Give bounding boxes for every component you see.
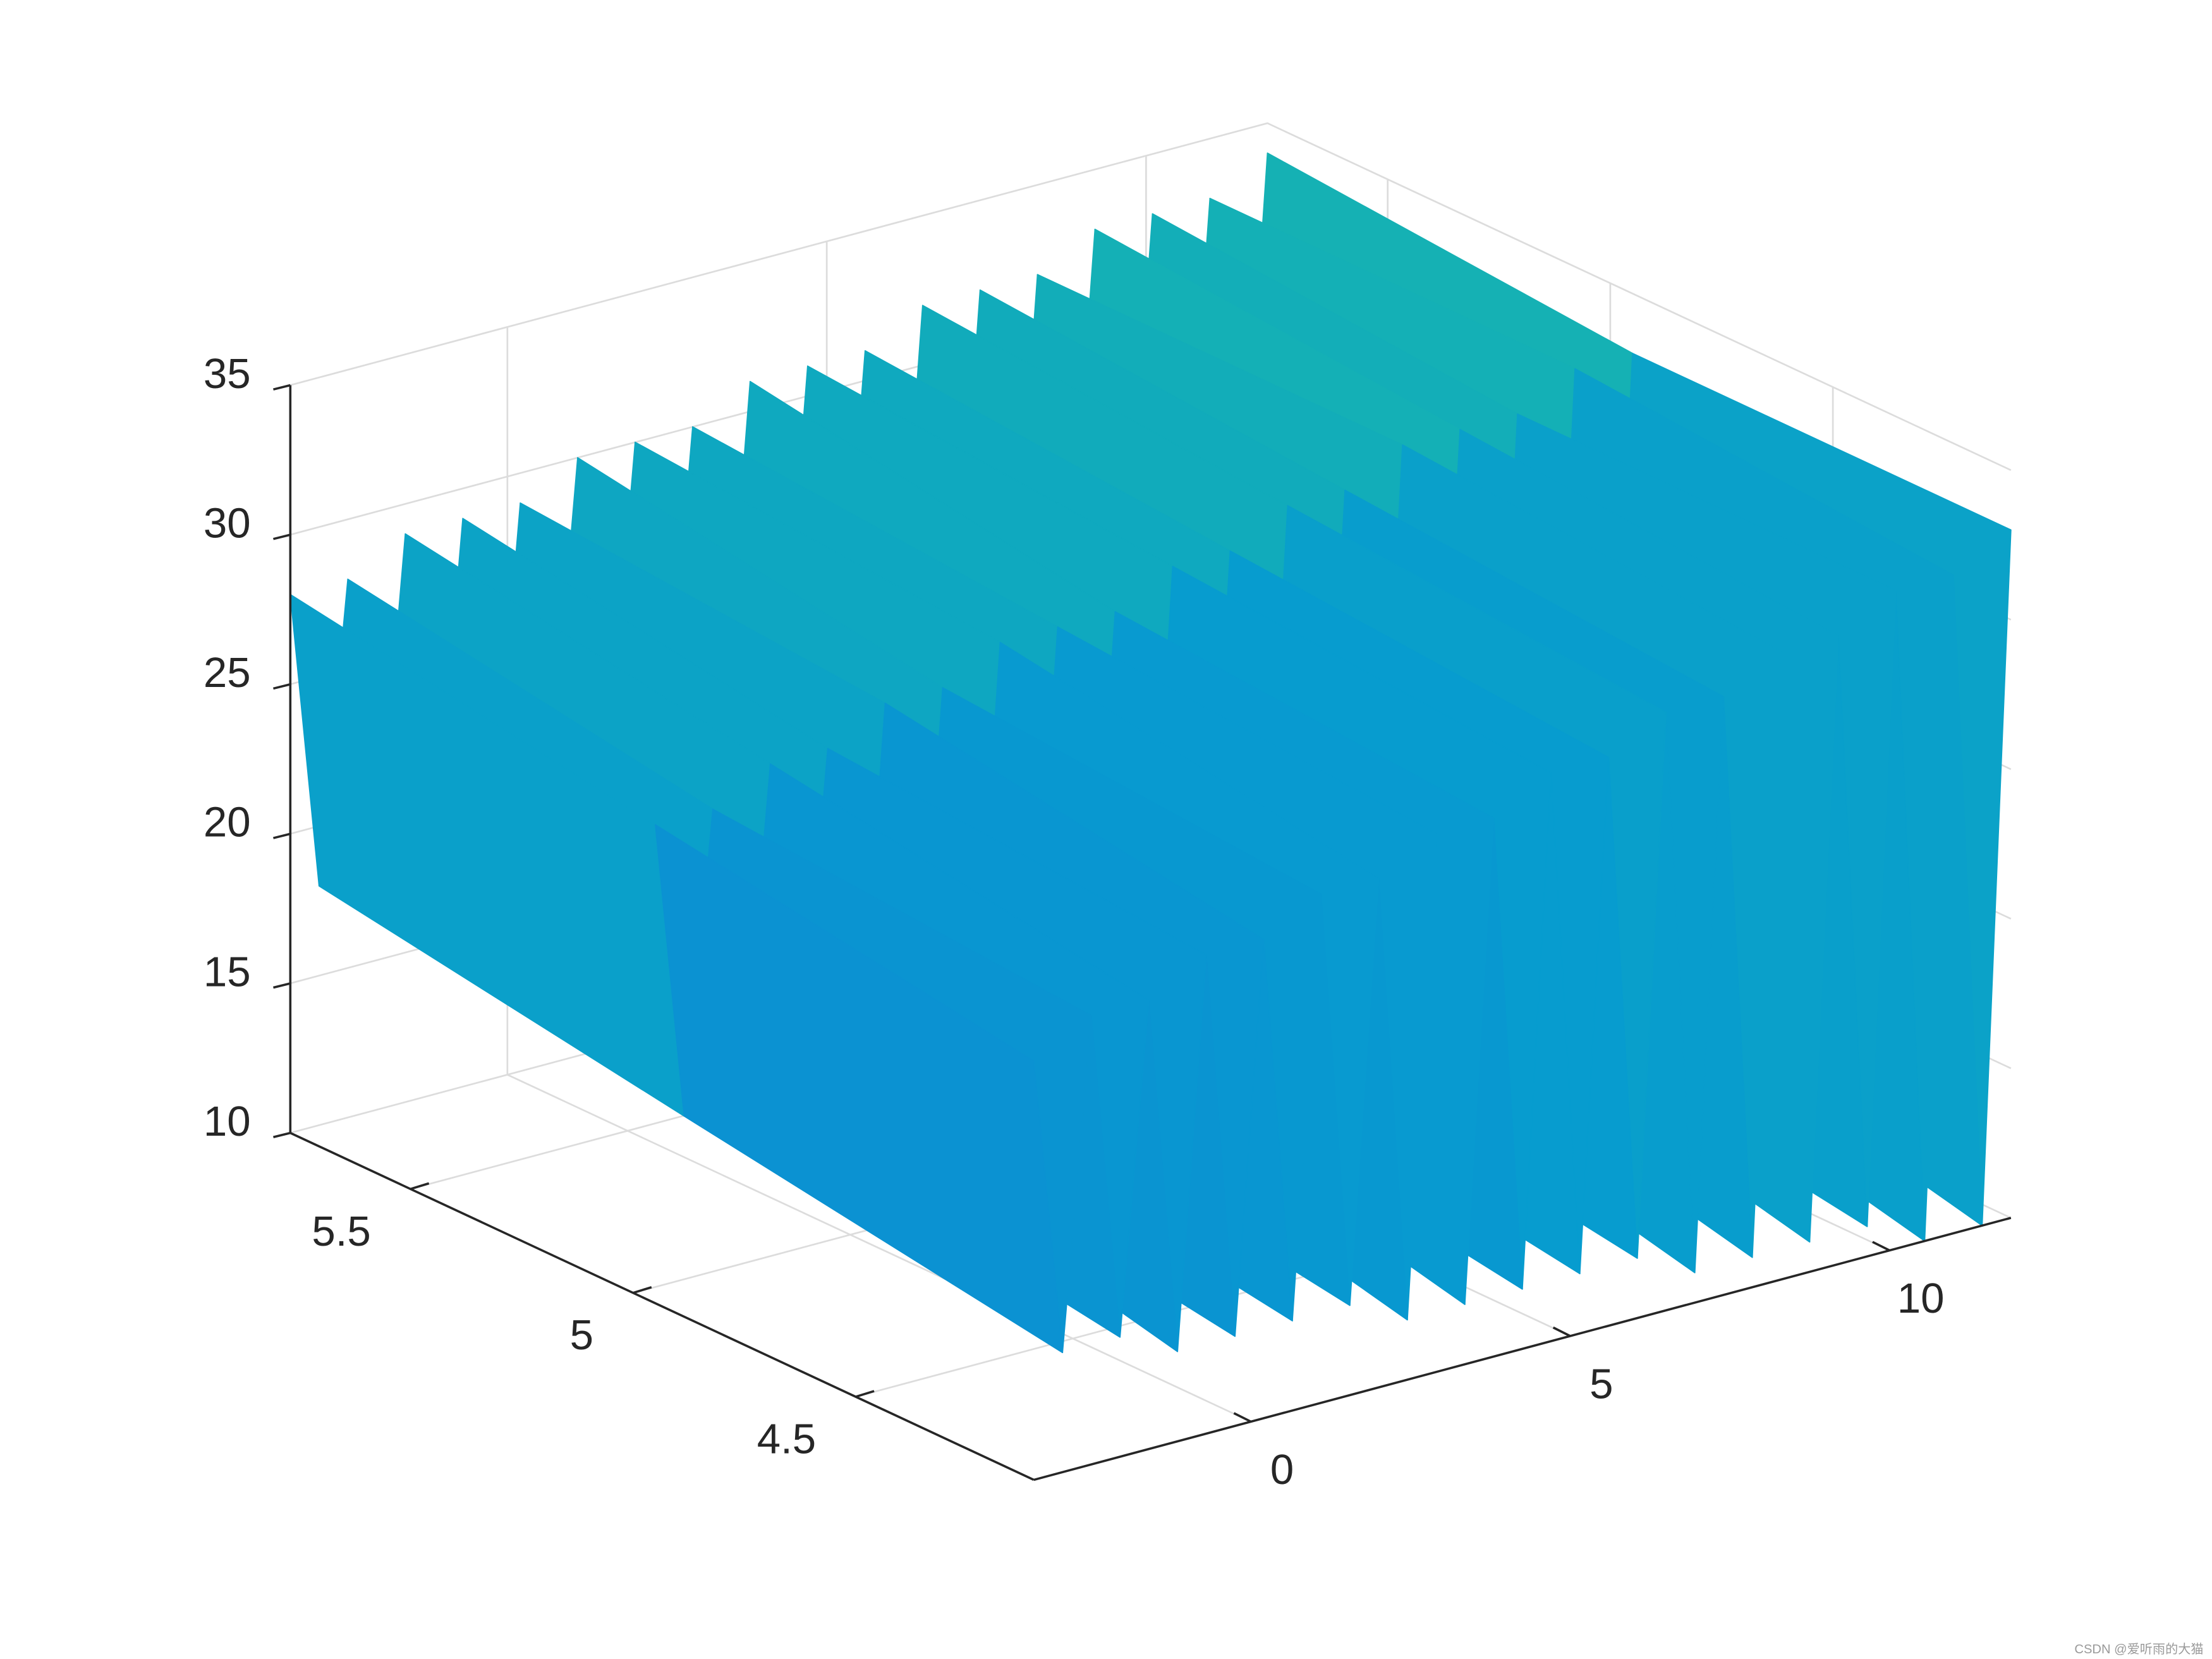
z-tick bbox=[273, 982, 291, 989]
z-tick-label: 15 bbox=[204, 948, 251, 995]
z-tick-label: 20 bbox=[204, 799, 251, 846]
axes: 10 15 20 25 30 35 4.5 5 5.5 0 5 10 bbox=[204, 350, 2012, 1493]
z-tick-label: 30 bbox=[204, 499, 251, 547]
z-tick bbox=[273, 683, 291, 690]
y-tick bbox=[410, 1182, 430, 1191]
z-tick bbox=[273, 533, 291, 540]
y-tick bbox=[633, 1286, 652, 1294]
y-tick-label: 5.5 bbox=[312, 1208, 370, 1255]
y-tick-label: 4.5 bbox=[757, 1416, 816, 1463]
x-tick-label: 10 bbox=[1897, 1275, 1945, 1322]
x-tick-label: 5 bbox=[1589, 1360, 1613, 1407]
y-axis bbox=[289, 1131, 1035, 1481]
z-tick bbox=[273, 832, 291, 839]
z-tick-label: 25 bbox=[204, 649, 251, 696]
z-tick bbox=[273, 384, 291, 391]
x-axis bbox=[1033, 1217, 2012, 1481]
watermark: CSDN @爱听雨的大猫 bbox=[2074, 1642, 2203, 1656]
z-tick-label: 35 bbox=[204, 350, 251, 398]
y-tick-label: 5 bbox=[570, 1311, 593, 1359]
grid-line bbox=[289, 122, 2012, 471]
surface bbox=[289, 152, 2012, 1354]
x-tick-label: 0 bbox=[1270, 1446, 1294, 1493]
y-tick bbox=[855, 1390, 875, 1398]
z-tick bbox=[273, 1131, 291, 1139]
x-tick bbox=[1872, 1241, 1890, 1252]
z-tick-label: 10 bbox=[204, 1098, 251, 1145]
x-tick bbox=[1233, 1412, 1252, 1423]
x-tick bbox=[1552, 1326, 1571, 1337]
surface-patch bbox=[655, 824, 1064, 1354]
